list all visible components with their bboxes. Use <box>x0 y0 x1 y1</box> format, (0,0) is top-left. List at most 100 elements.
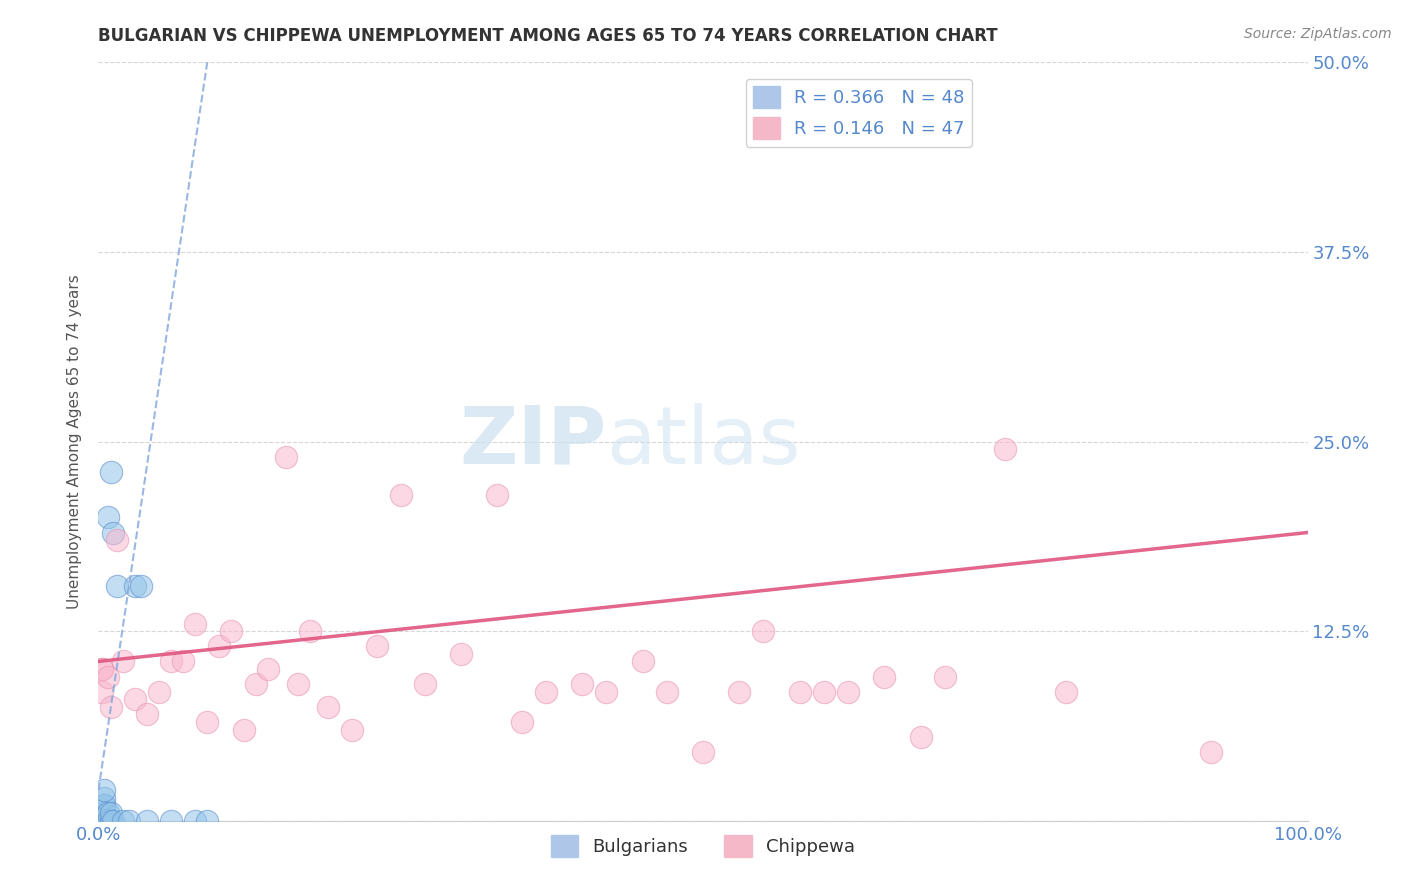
Point <box>692 746 714 760</box>
Point <box>93 798 115 813</box>
Point <box>111 814 134 828</box>
Point <box>97 806 120 821</box>
Point <box>97 669 120 683</box>
Point <box>100 806 122 821</box>
Point <box>93 814 115 828</box>
Point <box>93 814 115 828</box>
Point <box>813 685 835 699</box>
Point <box>93 814 115 828</box>
Point <box>93 814 115 828</box>
Point <box>93 814 115 828</box>
Point <box>299 624 322 639</box>
Point <box>486 487 509 501</box>
Point <box>631 655 654 669</box>
Point <box>93 814 115 828</box>
Point <box>655 685 678 699</box>
Point <box>124 692 146 706</box>
Point <box>873 669 896 683</box>
Point <box>93 814 115 828</box>
Point <box>316 699 339 714</box>
Point <box>93 814 115 828</box>
Point <box>184 814 207 828</box>
Point <box>934 669 956 683</box>
Point <box>195 814 218 828</box>
Point <box>105 579 128 593</box>
Point <box>93 814 115 828</box>
Point <box>97 510 120 524</box>
Point <box>129 579 152 593</box>
Point <box>93 814 115 828</box>
Point <box>93 814 115 828</box>
Y-axis label: Unemployment Among Ages 65 to 74 years: Unemployment Among Ages 65 to 74 years <box>67 274 83 609</box>
Point <box>510 715 533 730</box>
Point <box>111 655 134 669</box>
Legend: Bulgarians, Chippewa: Bulgarians, Chippewa <box>544 828 862 864</box>
Point <box>910 730 932 744</box>
Point <box>93 814 115 828</box>
Point <box>595 685 617 699</box>
Point <box>195 715 218 730</box>
Point <box>93 814 115 828</box>
Text: atlas: atlas <box>606 402 800 481</box>
Point <box>93 814 115 828</box>
Point <box>287 677 309 691</box>
Point <box>91 685 114 699</box>
Point <box>93 814 115 828</box>
Point <box>124 579 146 593</box>
Point <box>160 655 183 669</box>
Point <box>1199 746 1222 760</box>
Point <box>184 616 207 631</box>
Point <box>274 450 297 464</box>
Point <box>994 442 1017 457</box>
Point <box>93 814 115 828</box>
Point <box>91 662 114 676</box>
Point <box>93 791 115 805</box>
Point <box>160 814 183 828</box>
Point <box>100 699 122 714</box>
Point <box>118 814 141 828</box>
Text: BULGARIAN VS CHIPPEWA UNEMPLOYMENT AMONG AGES 65 TO 74 YEARS CORRELATION CHART: BULGARIAN VS CHIPPEWA UNEMPLOYMENT AMONG… <box>98 27 998 45</box>
Point <box>148 685 170 699</box>
Point <box>752 624 775 639</box>
Point <box>93 806 115 821</box>
Point <box>389 487 412 501</box>
Point <box>413 677 436 691</box>
Point <box>135 707 157 722</box>
Point <box>93 814 115 828</box>
Point <box>93 814 115 828</box>
Point <box>135 814 157 828</box>
Text: Source: ZipAtlas.com: Source: ZipAtlas.com <box>1244 27 1392 41</box>
Point <box>789 685 811 699</box>
Point <box>728 685 751 699</box>
Point <box>97 814 120 828</box>
Point <box>93 783 115 797</box>
Text: ZIP: ZIP <box>458 402 606 481</box>
Point <box>93 806 115 821</box>
Point <box>93 806 115 821</box>
Point <box>93 814 115 828</box>
Point <box>208 639 231 653</box>
Point <box>93 814 115 828</box>
Point <box>342 723 364 737</box>
Point <box>837 685 859 699</box>
Point <box>105 533 128 548</box>
Point <box>91 662 114 676</box>
Point <box>93 814 115 828</box>
Point <box>172 655 194 669</box>
Point <box>101 525 124 540</box>
Point <box>366 639 388 653</box>
Point <box>1054 685 1077 699</box>
Point <box>256 662 278 676</box>
Point <box>534 685 557 699</box>
Point <box>93 814 115 828</box>
Point <box>100 465 122 479</box>
Point <box>100 814 122 828</box>
Point <box>245 677 267 691</box>
Point <box>571 677 593 691</box>
Point <box>221 624 243 639</box>
Point <box>93 814 115 828</box>
Point <box>450 647 472 661</box>
Point <box>232 723 254 737</box>
Point <box>97 814 120 828</box>
Point <box>101 814 124 828</box>
